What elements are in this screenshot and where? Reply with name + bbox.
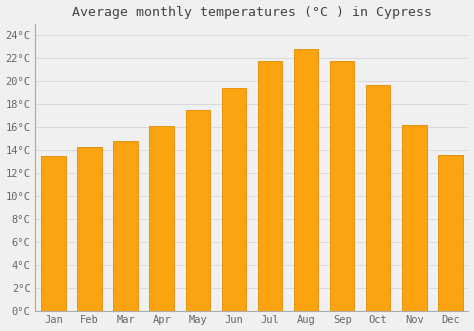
Bar xyxy=(330,61,355,310)
Bar xyxy=(366,85,391,310)
Bar xyxy=(438,155,463,310)
Bar xyxy=(402,125,427,310)
Bar xyxy=(149,126,174,310)
Bar xyxy=(222,88,246,310)
Bar xyxy=(258,61,282,310)
Bar xyxy=(41,156,66,310)
Bar xyxy=(77,147,102,310)
Title: Average monthly temperatures (°C ) in Cypress: Average monthly temperatures (°C ) in Cy… xyxy=(72,6,432,19)
Bar xyxy=(185,110,210,310)
Bar xyxy=(113,141,138,310)
Bar xyxy=(294,49,319,310)
